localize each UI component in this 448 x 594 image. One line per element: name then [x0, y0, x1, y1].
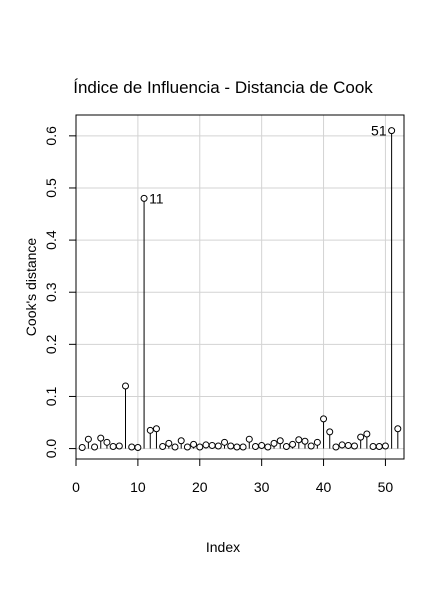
data-point [270, 439, 278, 447]
data-point [134, 444, 142, 452]
x-tick-label: 50 [378, 479, 394, 495]
data-point [369, 442, 377, 450]
data-point [363, 430, 371, 438]
point-layer [78, 127, 402, 452]
data-point [128, 443, 136, 451]
data-point [282, 442, 290, 450]
data-point [289, 440, 297, 448]
data-point [344, 441, 352, 449]
grid-layer [75, 115, 404, 459]
data-point [388, 127, 396, 135]
data-point [338, 441, 346, 449]
data-point [146, 426, 154, 434]
x-axis: 0 10 20 30 40 50 [72, 459, 393, 495]
data-point [140, 194, 148, 202]
y-tick-label: 0.6 [43, 126, 59, 146]
data-point [177, 437, 185, 445]
data-point [251, 442, 259, 450]
data-point [84, 435, 92, 443]
data-point [313, 438, 321, 446]
y-axis: 0.0 0.1 0.2 0.3 0.4 0.5 0.6 [43, 126, 76, 458]
stem-layer [81, 130, 399, 449]
data-point [227, 442, 235, 450]
y-tick-label: 0.1 [43, 387, 59, 407]
data-point [214, 442, 222, 450]
data-point [239, 443, 247, 451]
y-tick-label: 0.3 [43, 282, 59, 302]
data-point [78, 444, 86, 452]
data-point [375, 442, 383, 450]
data-point [332, 443, 340, 451]
data-point [295, 436, 303, 444]
y-tick-label: 0.4 [43, 230, 59, 250]
annotation-layer: 11 51 [149, 123, 387, 207]
data-point [394, 425, 402, 433]
data-point [301, 437, 309, 445]
data-point [109, 442, 117, 450]
data-point [381, 442, 389, 450]
x-tick-label: 30 [254, 479, 270, 495]
x-tick-label: 40 [316, 479, 332, 495]
data-point [233, 443, 241, 451]
data-point [245, 435, 253, 443]
data-point [91, 443, 99, 451]
data-point [202, 441, 210, 449]
data-point [196, 443, 204, 451]
data-point [258, 441, 266, 449]
data-point [190, 440, 198, 448]
y-tick-label: 0.2 [43, 334, 59, 354]
data-point [208, 441, 216, 449]
data-point [97, 434, 105, 442]
data-point [165, 439, 173, 447]
x-tick-label: 20 [192, 479, 208, 495]
data-point [183, 443, 191, 451]
data-point [326, 428, 334, 436]
x-tick-label: 0 [72, 479, 80, 495]
data-point [264, 443, 272, 451]
y-tick-label: 0.5 [43, 178, 59, 198]
point-label-51: 51 [371, 123, 387, 139]
data-point [276, 437, 284, 445]
chart-title: Índice de Influencia - Distancia de Cook [73, 78, 373, 97]
data-point [115, 442, 123, 450]
data-point [320, 415, 328, 423]
data-point [171, 443, 179, 451]
data-point [221, 438, 229, 446]
data-point [159, 442, 167, 450]
data-point [122, 382, 130, 390]
plot-frame [75, 114, 405, 460]
point-label-11: 11 [149, 190, 164, 206]
data-point [152, 425, 160, 433]
x-tick-label: 10 [130, 479, 146, 495]
y-axis-label: Cook's distance [23, 238, 39, 337]
data-point [357, 433, 365, 441]
y-tick-label: 0.0 [43, 439, 59, 459]
x-axis-label: Index [206, 539, 240, 555]
data-point [103, 438, 111, 446]
data-point [350, 442, 358, 450]
data-point [307, 442, 315, 450]
